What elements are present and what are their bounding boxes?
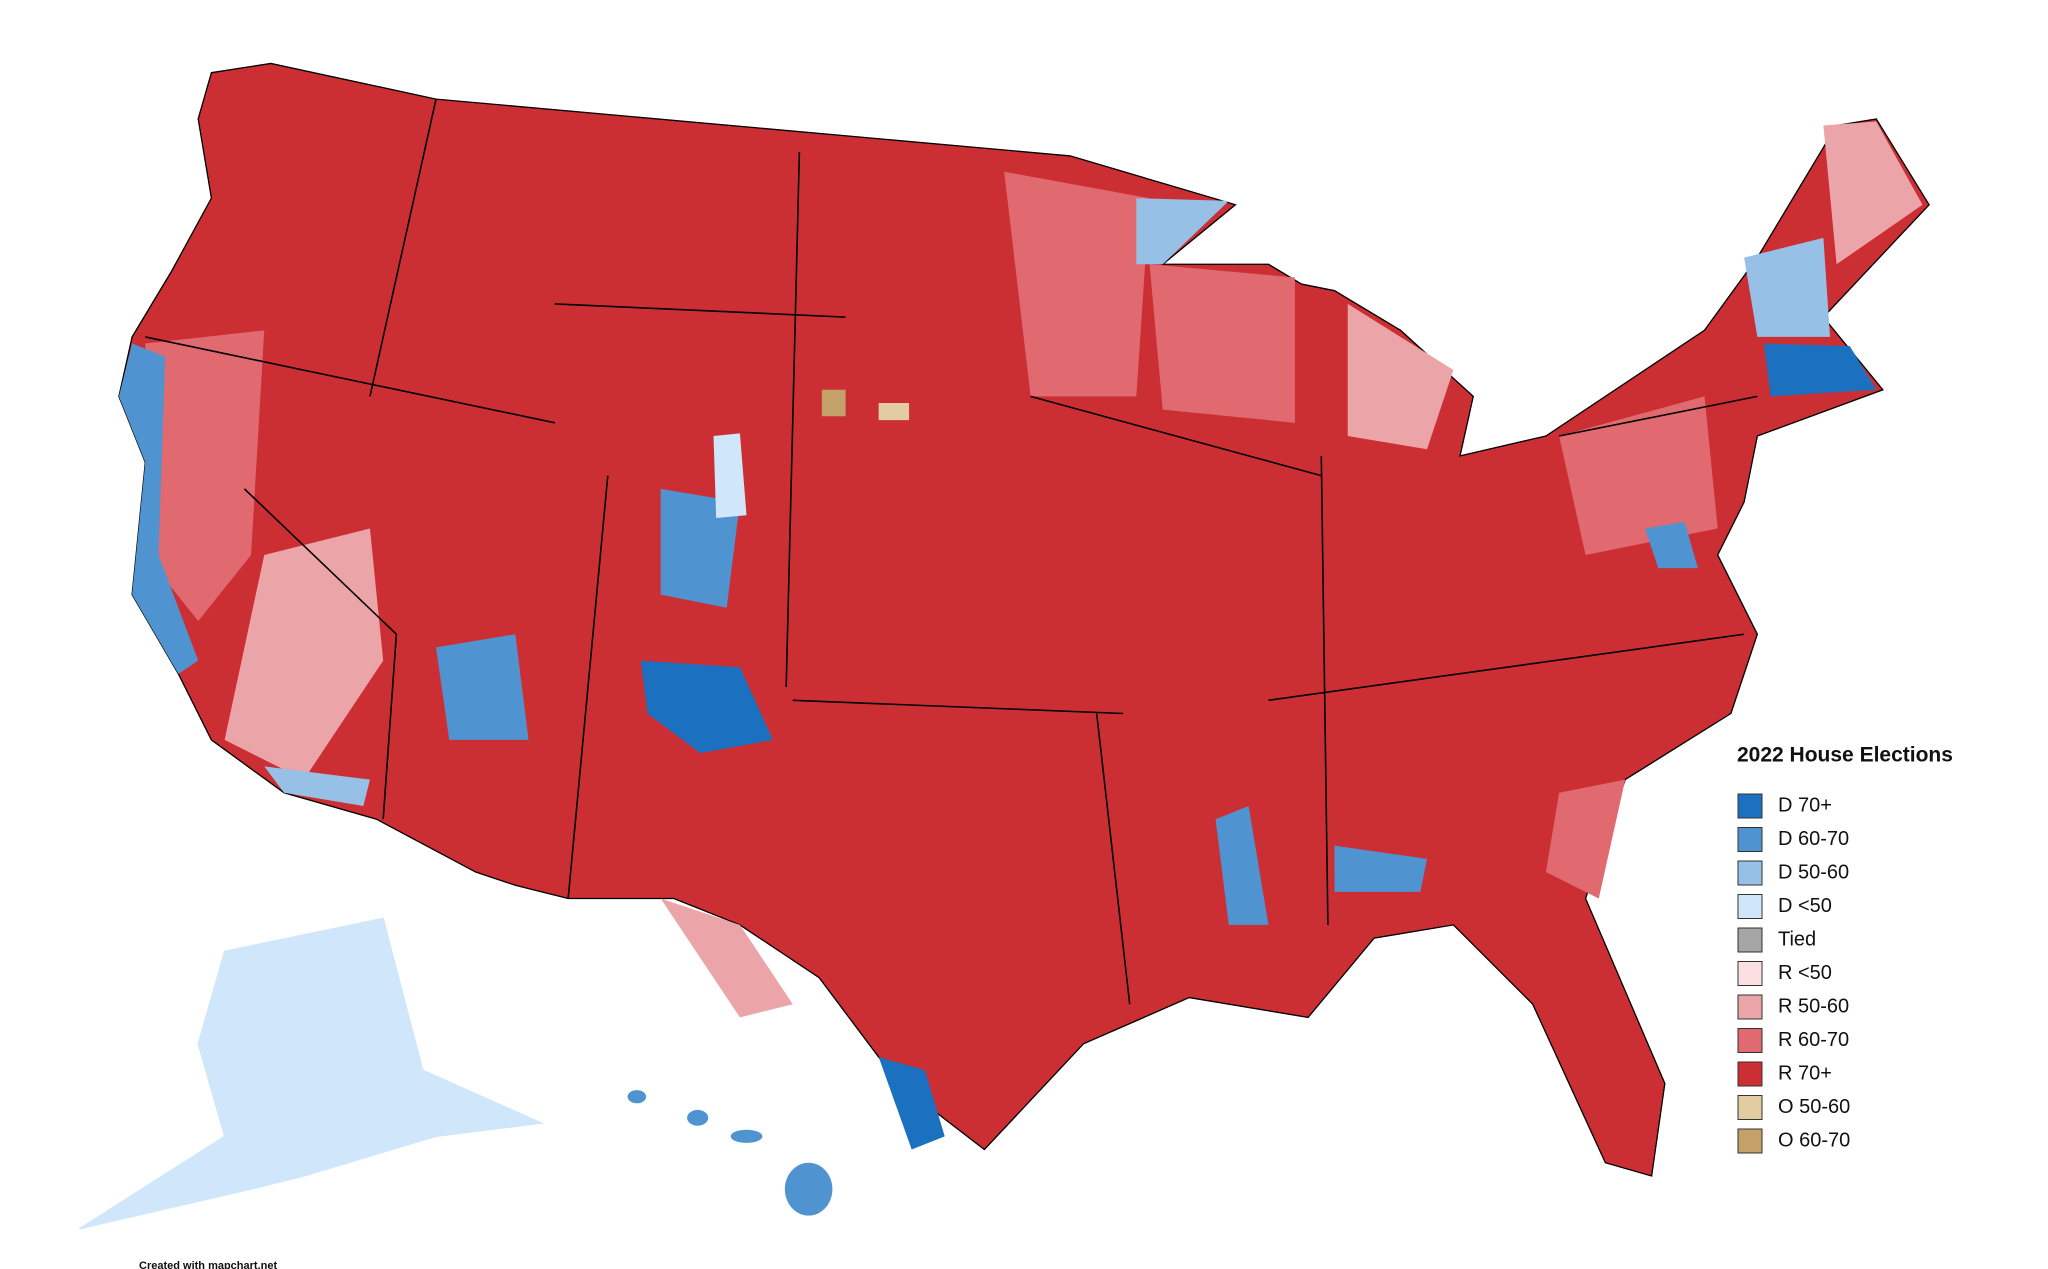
alaska [78,917,545,1230]
region [1559,396,1718,555]
legend-swatch [1737,1028,1763,1053]
legend-swatch [1737,860,1763,886]
region [713,433,747,518]
legend-label: R <50 [1778,962,1832,984]
legend-swatch [1737,961,1763,986]
legend-title: 2022 House Elections [1737,744,1953,767]
region [660,488,740,608]
region [264,766,370,806]
region [640,660,773,754]
region [1645,521,1698,569]
region [1347,303,1454,450]
legend-label: R 60-70 [1778,1029,1849,1051]
region [1149,264,1295,423]
legend-swatch [1737,994,1763,1020]
legend-swatch [1737,793,1763,819]
legend-label: D 70+ [1778,794,1832,816]
state-line [145,98,1758,1005]
legend-swatch [1737,1095,1763,1120]
legend-swatch [1737,1061,1763,1087]
legend-label: D <50 [1778,895,1832,917]
region [224,528,384,780]
region [1215,805,1269,925]
legend-swatch [1737,1128,1763,1154]
footer: Created with mapchart.net [139,1260,277,1269]
legend-swatch [1737,827,1763,852]
legend-swatch [1737,927,1763,953]
legend-label: D 50-60 [1778,861,1849,883]
region [660,898,793,1018]
legend: D 70+ D 60-70 D 50-60 D <50 Tied R <50 R 50-60… [1737,793,1850,1154]
region [1823,121,1923,265]
region [436,634,529,740]
region [878,402,910,421]
legend-label: R 70+ [1778,1062,1832,1084]
us-map [78,62,1930,1230]
region [821,389,846,417]
region [145,330,265,622]
legend-label: O 50-60 [1778,1096,1850,1118]
region [1004,171,1150,397]
region [878,1057,945,1150]
legend-label: O 60-70 [1778,1129,1850,1151]
hawaii [627,1090,833,1216]
legend-label: D 60-70 [1778,828,1849,850]
region [1763,343,1877,397]
region [1744,237,1831,337]
region [1334,845,1428,892]
legend-label: R 50-60 [1778,995,1849,1017]
contiguous-us [118,62,1930,1177]
region [118,343,199,674]
region [1136,198,1229,265]
legend-swatch [1737,894,1763,919]
legend-label: Tied [1778,928,1816,950]
